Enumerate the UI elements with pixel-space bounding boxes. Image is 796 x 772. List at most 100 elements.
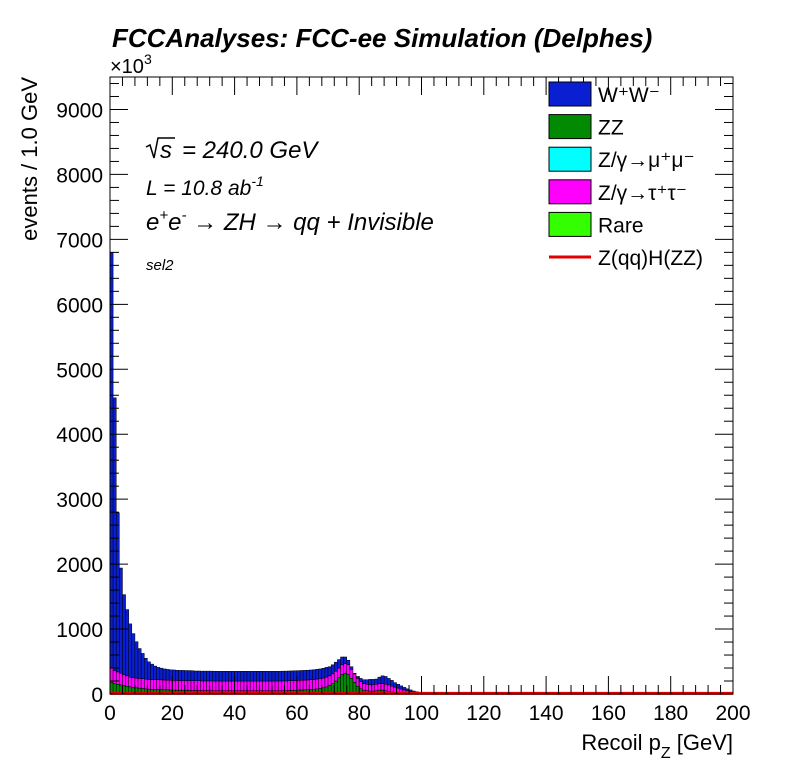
bar-93-series-2 [399, 685, 404, 690]
bar-8-series-2 [134, 641, 139, 679]
bar-87-series-2 [380, 675, 385, 684]
sqrt-s-var: s [160, 137, 172, 164]
bar-74-series-2 [340, 656, 344, 666]
bar-49-series-1 [262, 680, 267, 692]
bar-84-series-2 [371, 679, 376, 685]
lumi-prefix: L = 10.8 ab [146, 177, 252, 200]
bar-45-series-1 [249, 680, 254, 692]
y-tick-label: 9000 [56, 99, 103, 122]
legend-swatch [548, 81, 592, 107]
y-axis-label: events / 1.0 GeV [17, 77, 42, 241]
x-axis: 0 20 40 60 80 100 120 140 160 180 200 [104, 77, 751, 725]
legend: W⁺W⁻ ZZ Z/γ→μ⁺μ⁻ Z/γ→τ⁺τ⁻ Rare Z(qq)H(ZZ) [548, 81, 703, 270]
bar-49-series-2 [262, 671, 267, 682]
bar-70-series-2 [327, 666, 332, 677]
bar-68-series-2 [321, 668, 326, 679]
bar-75-series-2 [343, 656, 347, 664]
bar-88-series-2 [383, 676, 388, 685]
x-tick-label: 0 [104, 702, 116, 725]
bar-29-series-2 [200, 670, 204, 682]
sqrt-s-annotation: s = 240.0 GeV [145, 137, 319, 164]
x-tick-label: 180 [653, 702, 688, 725]
bar-66-series-2 [315, 669, 319, 680]
bar-33-series-2 [212, 671, 217, 682]
bar-65-series-2 [312, 669, 316, 680]
bar-22-series-2 [178, 670, 182, 681]
x-tick-label: 80 [348, 702, 371, 725]
y-tick-label: 4000 [56, 424, 103, 447]
bar-71-series-1 [330, 673, 335, 684]
process-ep: e [146, 209, 159, 236]
bar-13-series-1 [150, 679, 154, 690]
bar-53-series-1 [274, 680, 279, 692]
bar-50-series-1 [265, 680, 270, 692]
bar-38-series-2 [228, 671, 232, 682]
bar-16-series-2 [159, 667, 164, 681]
bar-82-series-2 [365, 679, 369, 685]
bar-30-series-2 [203, 670, 207, 682]
bar-66-series-1 [315, 678, 319, 690]
lumi-annotation: L = 10.8 ab-1 [146, 173, 264, 200]
bar-81-series-2 [362, 679, 366, 684]
bar-11-series-2 [144, 658, 148, 680]
legend-label: Z(qq)H(ZZ) [598, 247, 703, 270]
bar-75-series-1 [343, 663, 347, 674]
bar-78-series-1 [352, 673, 357, 683]
y-tick-label: 0 [91, 684, 103, 707]
bar-31-series-2 [206, 670, 210, 682]
bar-38-series-1 [228, 680, 232, 692]
bar-73-series-2 [337, 659, 341, 669]
bar-46-series-2 [253, 671, 257, 682]
y-tick-label: 7000 [56, 229, 103, 252]
x-tick-label: 20 [161, 702, 184, 725]
bar-28-series-2 [196, 670, 201, 682]
y-tick-label: 8000 [56, 164, 103, 187]
bar-41-series-1 [237, 680, 242, 692]
bar-9-series-2 [137, 648, 142, 679]
x-tick-label: 160 [591, 702, 626, 725]
bar-14-series-1 [153, 679, 157, 690]
bar-90-series-1 [390, 685, 394, 693]
bar-36-series-2 [221, 671, 226, 682]
x-tick-label: 120 [466, 702, 501, 725]
bar-44-series-2 [246, 671, 251, 682]
bar-86-series-2 [377, 676, 382, 684]
bar-42-series-1 [240, 680, 245, 692]
bar-73-series-0 [337, 677, 341, 695]
histogram-bars [109, 252, 441, 695]
bar-2-series-2 [115, 512, 120, 673]
bar-46-series-1 [253, 680, 257, 692]
bar-69-series-2 [324, 667, 329, 678]
bar-14-series-2 [153, 665, 157, 680]
legend-label: Z/γ→μ⁺μ⁻ [598, 149, 695, 172]
bar-34-series-1 [215, 680, 220, 692]
legend-label: Rare [598, 214, 644, 237]
bar-5-series-1 [125, 675, 129, 687]
bar-35-series-2 [218, 671, 223, 682]
bar-57-series-1 [287, 680, 291, 691]
bar-12-series-2 [147, 661, 151, 680]
bar-43-series-2 [243, 671, 248, 682]
bar-22-series-1 [178, 680, 182, 691]
y-tick-label: 2000 [56, 554, 103, 577]
bar-73-series-1 [337, 667, 341, 679]
x-axis-label: Recoil pZ [GeV] [581, 730, 733, 762]
bar-10-series-2 [140, 653, 145, 679]
x-tick-label: 100 [404, 702, 439, 725]
bar-17-series-2 [162, 668, 167, 681]
bar-86-series-1 [377, 683, 382, 691]
bar-62-series-2 [302, 670, 307, 681]
bar-64-series-2 [309, 669, 313, 680]
legend-label: W⁺W⁻ [598, 84, 660, 107]
y-tick-label: 3000 [56, 489, 103, 512]
bar-54-series-2 [277, 671, 282, 682]
bar-53-series-2 [274, 671, 279, 682]
bar-27-series-2 [193, 670, 198, 682]
lumi-exp: -1 [251, 173, 263, 189]
bar-5-series-2 [125, 609, 129, 677]
bar-77-series-0 [349, 678, 354, 695]
bar-15-series-2 [156, 667, 161, 680]
legend-swatch [548, 179, 592, 205]
bar-52-series-2 [271, 671, 276, 682]
